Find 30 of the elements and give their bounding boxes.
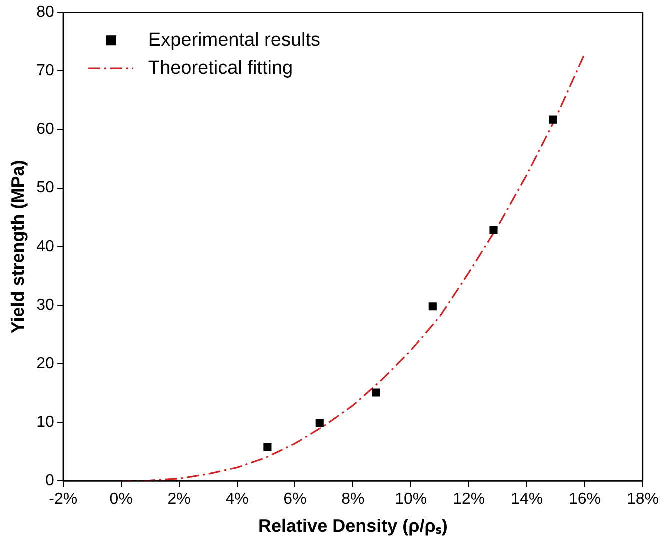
point <box>428 302 437 311</box>
point <box>264 443 272 452</box>
point <box>490 226 498 235</box>
y-tick-label: 30 <box>36 296 54 314</box>
y-tick-label: 10 <box>36 414 54 432</box>
point <box>549 116 558 124</box>
legend-label: Theoretical fitting <box>148 58 294 79</box>
x-tick-label: 0% <box>110 491 133 508</box>
x-tick-label: 6% <box>284 491 307 508</box>
point <box>316 419 324 428</box>
y-tick-label: 0 <box>45 472 54 490</box>
x-tick-label: 4% <box>226 491 249 508</box>
legend-label: Experimental results <box>148 30 321 51</box>
x-tick-label: 14% <box>511 491 544 508</box>
y-tick-label: 60 <box>36 121 54 138</box>
y-tick-label: 80 <box>36 4 54 22</box>
x-axis-title: Relative Density (ρ/ρₛ) <box>258 516 448 536</box>
point <box>372 388 380 397</box>
y-tick-label: 40 <box>36 238 54 256</box>
y-tick-label: 50 <box>36 180 54 197</box>
x-tick-label: 16% <box>569 491 602 508</box>
y-axis-title: Yield strength (MPa) <box>8 160 28 334</box>
x-tick-label: 18% <box>626 491 660 508</box>
y-tick-label: 70 <box>36 62 54 80</box>
x-tick-label: 8% <box>342 491 365 508</box>
x-tick-label: -2% <box>49 491 78 508</box>
y-tick-label: 20 <box>36 355 54 372</box>
x-tick-label: 12% <box>453 491 486 508</box>
x-tick-label: 2% <box>168 491 191 508</box>
x-tick-label: 10% <box>395 491 428 508</box>
